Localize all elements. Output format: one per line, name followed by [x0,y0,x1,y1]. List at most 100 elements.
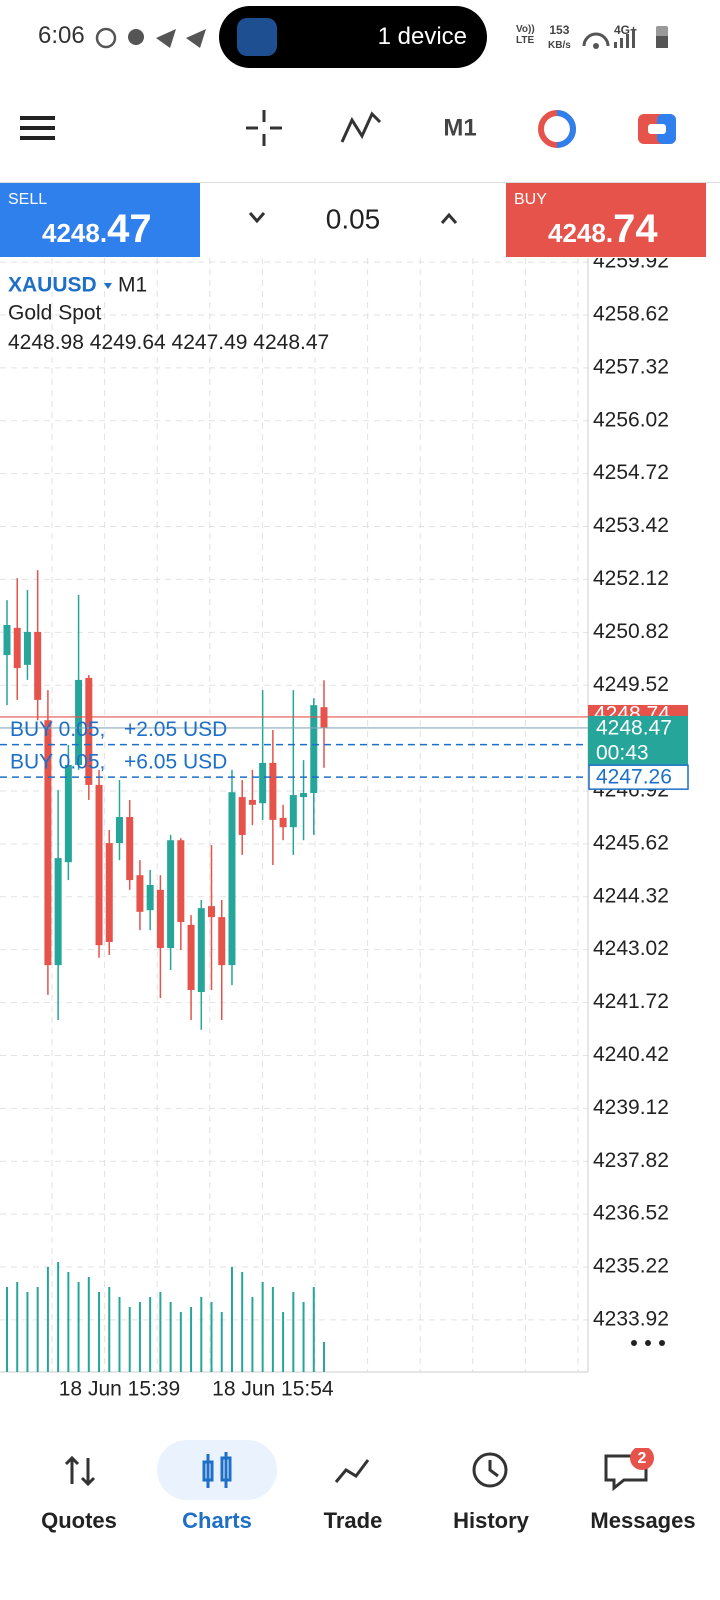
candle-body [228,792,236,966]
y-tick-label: 4235.22 [593,1255,669,1278]
y-tick-label: 4244.32 [593,884,669,907]
candle-body [34,631,42,700]
trade-icon-part [648,124,666,134]
candle-body [177,840,185,923]
candle-body [167,840,175,949]
badge-count: 2 [638,1450,647,1467]
speed-unit: KB/s [548,40,571,51]
sell-label: SELL [8,191,48,208]
candle-body [269,762,277,820]
bid-box [588,715,688,766]
speed-value: 153 [549,23,570,37]
nav-charts[interactable]: Charts [182,1508,252,1533]
cast-pill[interactable]: 1 device [219,6,487,68]
more-dot[interactable] [631,1340,637,1346]
chart-timeframe: M1 [118,274,147,297]
nav-trade[interactable]: Trade [323,1508,383,1533]
nav-icons: 2 [64,1448,654,1492]
increase-button[interactable] [440,212,458,224]
toolbar: M1 [20,110,676,148]
notification-icons [95,27,206,49]
ohlc-open: 4248.98 [8,331,84,354]
candle-body [197,908,205,992]
ohlc: 4248.98 4249.64 4247.49 4248.47 [8,331,329,354]
candle-body [136,875,144,912]
bid-label: 4248.47 [596,716,672,739]
ohlc-close: 4248.47 [253,331,329,354]
speed: 153 KB/s [548,23,571,51]
y-tick-label: 4245.62 [593,831,669,854]
badge [630,1448,654,1470]
symbol[interactable]: XAUUSD [8,274,97,297]
clock: 6:06 [38,22,85,49]
candle-body [44,720,52,966]
buy-price-big: 74 [613,207,658,251]
y-tick-label: 4241.72 [593,990,669,1013]
candle-body [13,627,21,669]
candle-body [146,884,154,911]
indicators-button[interactable] [340,111,382,143]
active-tab-highlight [157,1440,277,1500]
position-price-label: 4247.26 [596,766,672,789]
chart[interactable]: XAUUSD M1 Gold Spot 4248.98 4249.64 4247… [0,258,720,1410]
y-tick-label: 4258.62 [593,303,669,326]
buy-label: BUY [514,191,547,208]
nav-history[interactable]: History [453,1508,529,1533]
symbol-description: Gold Spot [8,302,102,325]
candle-body [23,631,31,665]
position-profit: +2.05 USD [124,718,227,741]
nav-messages[interactable]: Messages [590,1508,696,1533]
candle-body [64,764,72,863]
buy-price: 4248.74 [548,207,658,252]
y-tick-label: 4237.82 [593,1149,669,1172]
sell-button[interactable]: SELL 4248.47 [0,183,200,257]
candle-body [259,762,267,804]
crosshair-button[interactable] [246,110,282,146]
lot-size[interactable]: 0.05 [326,203,381,234]
more-dot[interactable] [645,1340,651,1346]
divider [0,182,720,183]
candle-body [320,707,328,728]
y-tick-label: 4256.02 [593,408,669,431]
sell-price: 4248.47 [42,207,152,252]
x-tick-label: 18 Jun 15:54 [212,1378,334,1401]
candle-body [3,624,11,656]
more-dot[interactable] [659,1340,665,1346]
ohlc-high: 4249.64 [90,331,166,354]
y-tick-label: 4252.12 [593,567,669,590]
y-tick-label: 4243.02 [593,937,669,960]
candle-body [156,889,164,949]
y-tick-label: 4257.32 [593,355,669,378]
nav-quotes[interactable]: Quotes [41,1508,117,1533]
menu-button[interactable] [20,116,55,140]
x-tick-label: 18 Jun 15:39 [59,1378,180,1401]
cast-icon [237,18,277,56]
cast-text: 1 device [377,23,467,50]
y-tick-label: 4249.52 [593,673,669,696]
position-label: BUY 0.05, [10,718,105,741]
candle-body [289,795,297,828]
candle-body [126,817,134,881]
volume-selector: 0.05 [248,203,458,234]
position-label: BUY 0.05, [10,751,105,774]
candle-body [187,924,195,990]
candle-body [105,843,113,942]
y-tick-label: 4254.72 [593,461,669,484]
buy-button[interactable]: BUY 4248.74 [506,183,706,257]
candle-body [238,797,246,835]
timeframe-button[interactable]: M1 [443,114,476,141]
y-tick-label: 4239.12 [593,1096,669,1119]
candle-body [310,705,318,794]
signal-icons [582,26,668,49]
candle-body [248,799,256,805]
trade-icon-part [657,114,676,144]
candle-body [54,858,62,966]
symbol-dropdown[interactable] [104,283,112,289]
y-tick-label: 4250.82 [593,620,669,643]
position-profit: +6.05 USD [124,751,227,774]
decrease-button[interactable] [248,212,266,224]
charts-icon [202,1452,232,1488]
buy-price-main: 4248. [548,218,614,248]
sell-price-big: 47 [107,207,152,251]
